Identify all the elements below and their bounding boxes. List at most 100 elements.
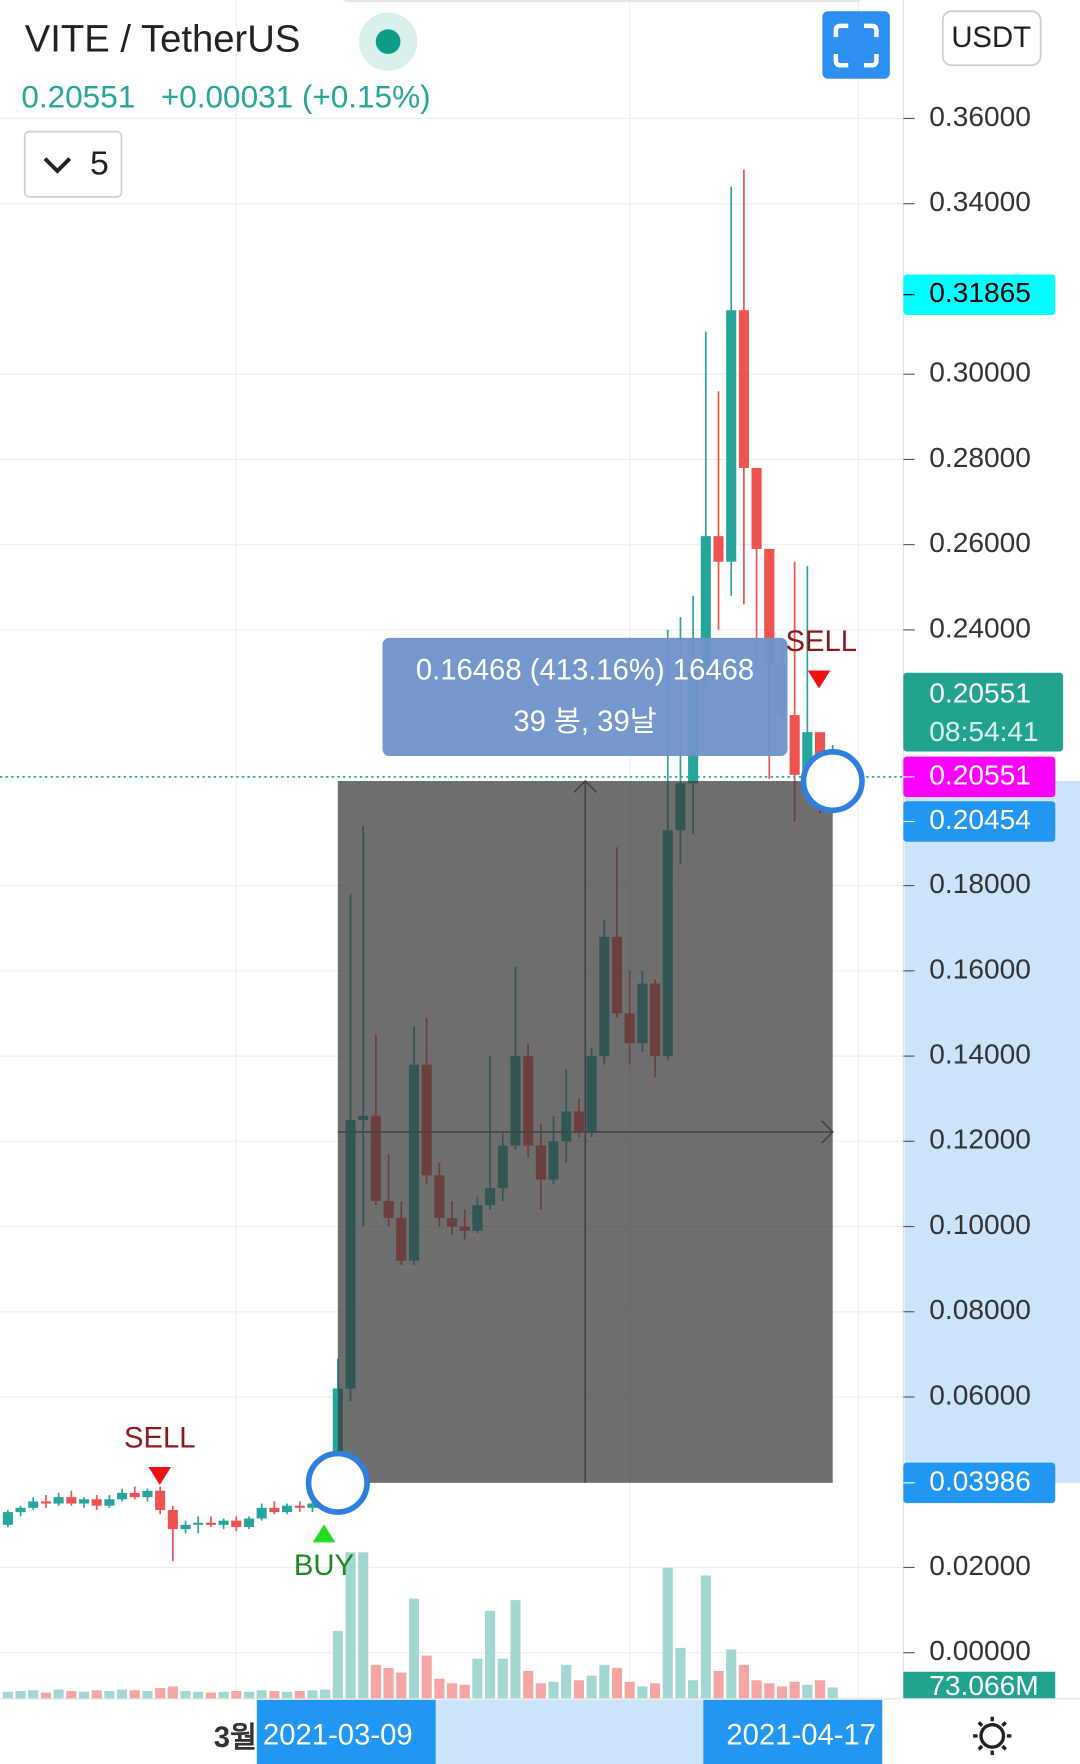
candle-body (2, 1512, 13, 1525)
volume-bar (726, 1649, 737, 1699)
volume-bar (535, 1683, 546, 1699)
candle-body (40, 1501, 52, 1504)
volume-bar (167, 1686, 178, 1699)
price-tag-label: 0.20454 (929, 804, 1031, 835)
time-tag (703, 1699, 883, 1764)
measure-info-box (382, 637, 788, 756)
price-tag-label: 0.03986 (929, 1465, 1031, 1496)
price-tag (903, 756, 1056, 798)
y-tick-label: 0.28000 (929, 442, 1031, 473)
volume-bar (332, 1630, 343, 1699)
y-tick-label: 0.00000 (929, 1635, 1031, 1666)
time-tag (256, 1699, 436, 1764)
volume-bar (561, 1664, 572, 1699)
status-indicator (375, 29, 401, 54)
volume-layer (2, 1552, 838, 1699)
y-tick-label: 0.16000 (929, 953, 1031, 984)
y-tick-label: 0.26000 (929, 527, 1031, 558)
volume-bar (446, 1683, 458, 1699)
price-range-highlight (904, 781, 1080, 1483)
volume-bar (256, 1690, 267, 1699)
volume-bar (155, 1687, 166, 1699)
volume-bar (573, 1680, 584, 1699)
volume-bar (205, 1692, 216, 1699)
signal-arrow (807, 670, 831, 689)
time-tag-label: 2021-04-17 (726, 1720, 876, 1752)
last-price: 0.20551 (21, 78, 135, 114)
candle-body (15, 1507, 26, 1513)
volume-bar (510, 1600, 521, 1699)
y-tick-label: 0.36000 (929, 101, 1031, 132)
measure-handle (800, 748, 865, 814)
volume-bar (231, 1691, 242, 1699)
y-tick-label: 0.08000 (929, 1294, 1031, 1325)
candle-body (713, 536, 724, 562)
volume-bar (104, 1691, 115, 1699)
volume-bar (383, 1667, 394, 1699)
volume-bar (738, 1664, 749, 1699)
volume-bar (814, 1680, 826, 1699)
volume-bar (459, 1684, 470, 1699)
candle-body (243, 1518, 255, 1527)
price-tag-label: 0.31865 (929, 277, 1031, 308)
volume-bar (15, 1691, 26, 1699)
candle-body (789, 715, 800, 775)
y-tick-label: 0.10000 (929, 1209, 1031, 1240)
candle-body (751, 467, 762, 549)
candle-body (738, 310, 749, 468)
last-price-tag-label: 0.20551 (929, 678, 1031, 709)
volume-bar (434, 1678, 445, 1699)
interval-dropdown[interactable]: 5 (23, 130, 123, 198)
top-shadow (342, 0, 862, 3)
volume-tag (903, 1671, 1056, 1704)
last-price-tag (903, 672, 1064, 752)
y-tick-label: 0.12000 (929, 1124, 1031, 1155)
candle-body (726, 310, 737, 562)
volume-bar (599, 1664, 610, 1699)
y-tick-label: 0.18000 (929, 868, 1031, 899)
volume-bar (28, 1690, 39, 1699)
y-tick-label: 0.06000 (929, 1379, 1031, 1410)
volume-bar (776, 1686, 788, 1699)
settings-button[interactable] (973, 1716, 1012, 1755)
candle-body (700, 536, 711, 673)
y-tick-label: 0.02000 (929, 1550, 1031, 1581)
volume-bar (142, 1691, 153, 1699)
volume-bar (2, 1691, 13, 1699)
candle-body (91, 1499, 102, 1506)
candle-body (66, 1497, 77, 1504)
y-tick-label: 0.24000 (929, 612, 1031, 643)
volume-bar (78, 1691, 90, 1699)
volume-bar (751, 1680, 762, 1699)
volume-bar (523, 1671, 534, 1699)
fullscreen-button[interactable] (822, 11, 890, 79)
volume-bar (421, 1655, 432, 1699)
volume-bar (586, 1675, 597, 1699)
volume-bar (345, 1552, 356, 1699)
volume-bar (408, 1598, 420, 1699)
volume-bar (650, 1683, 661, 1699)
price-tag (903, 274, 1056, 315)
volume-bar (117, 1689, 128, 1699)
candle-body (142, 1490, 153, 1498)
y-tick-label: 0.14000 (929, 1038, 1031, 1069)
candle-body (764, 548, 775, 664)
signal-arrow (148, 1467, 171, 1485)
candle-body (78, 1499, 90, 1504)
volume-bar (294, 1691, 305, 1699)
volume-bar (802, 1684, 813, 1699)
currency-label: USDT (951, 22, 1031, 54)
volume-bar (688, 1680, 699, 1699)
currency-badge[interactable]: USDT (941, 10, 1042, 67)
signal-arrow (312, 1524, 336, 1543)
candle-body (28, 1501, 39, 1508)
candle-body (205, 1522, 216, 1525)
candle-body (307, 1503, 318, 1508)
candle-body (802, 732, 813, 775)
time-tag-label: 2021-03-09 (263, 1720, 413, 1752)
volume-bar (789, 1681, 800, 1699)
volume-bar (497, 1658, 508, 1699)
candle-body (281, 1505, 293, 1513)
